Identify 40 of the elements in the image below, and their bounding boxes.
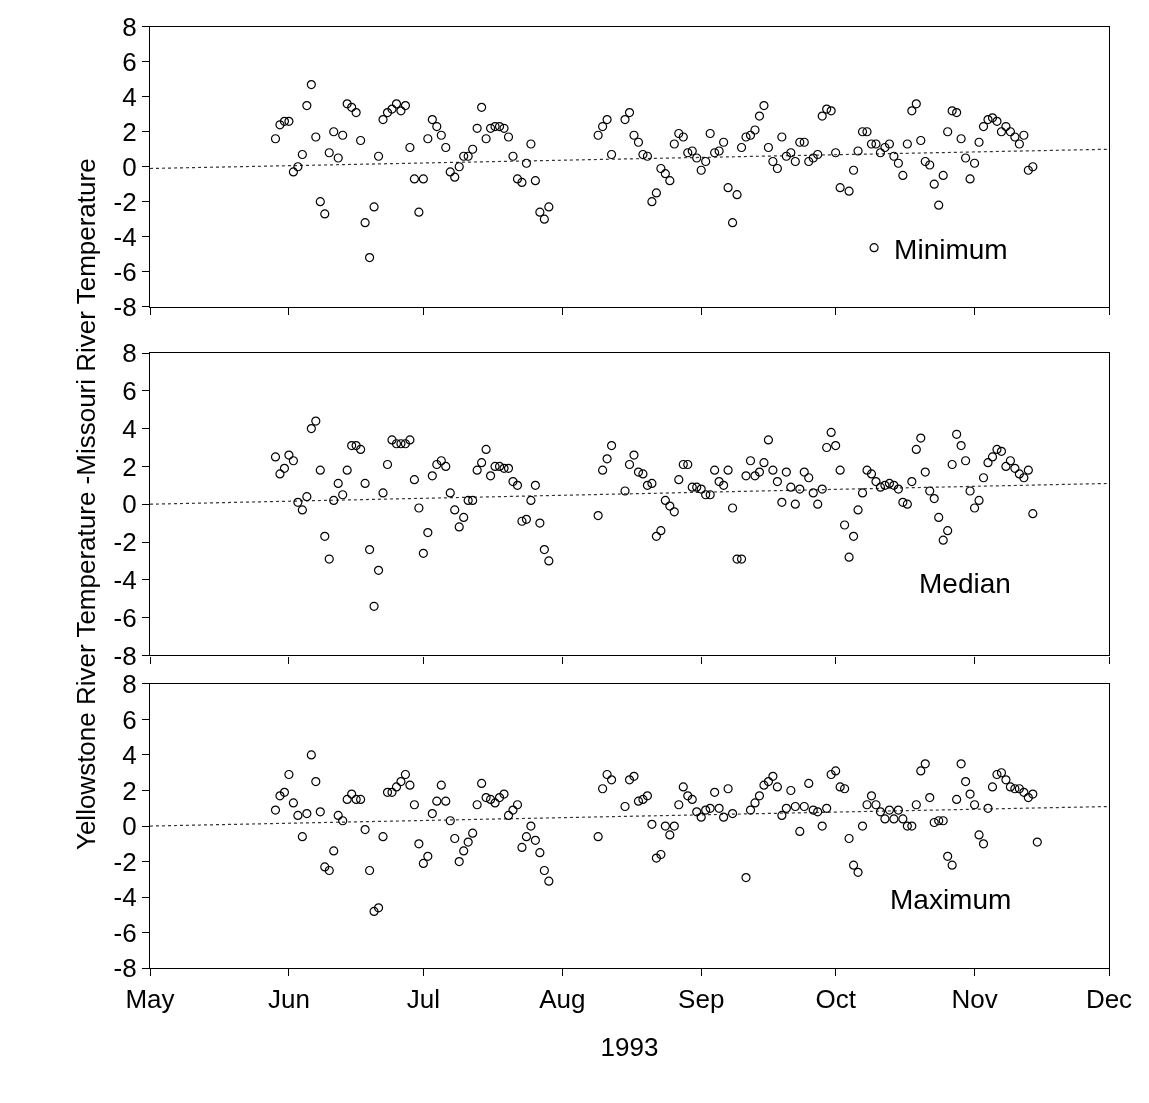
y-tick-label: -8 — [113, 291, 137, 322]
y-tick-label: 6 — [122, 46, 137, 77]
y-tick-label: 8 — [122, 338, 137, 369]
y-tick-label: -6 — [113, 602, 137, 633]
y-tick-label: -2 — [113, 846, 137, 877]
x-tick-label: Jul — [406, 983, 440, 1014]
y-tick-label: -8 — [113, 953, 137, 984]
y-tick-label: -4 — [113, 221, 137, 252]
x-tick-label: Aug — [539, 983, 586, 1014]
y-tick-label: 6 — [122, 704, 137, 735]
x-tick-label: Nov — [951, 983, 998, 1014]
y-tick-label: 2 — [122, 451, 137, 482]
annotation: Median — [919, 568, 1011, 599]
annotation: Maximum — [890, 884, 1012, 915]
y-tick-label: 0 — [122, 151, 137, 182]
y-axis-title: Yellowstone River Temperature -Missouri River Temperature — [70, 158, 101, 851]
y-tick-label: -2 — [113, 186, 137, 217]
y-tick-label: 4 — [122, 740, 137, 771]
y-tick-label: 6 — [122, 375, 137, 406]
y-tick-label: 4 — [122, 81, 137, 112]
y-tick-label: -6 — [113, 917, 137, 948]
y-tick-label: -2 — [113, 527, 137, 558]
x-tick-label: Dec — [1085, 983, 1133, 1014]
y-tick-label: 8 — [122, 12, 137, 42]
y-tick-label: 8 — [122, 668, 137, 699]
legend-label: Minimum — [894, 233, 1008, 265]
x-axis-title: 1993 — [600, 1032, 659, 1063]
y-tick-label: -8 — [113, 640, 137, 671]
x-tick-label: Oct — [815, 983, 857, 1014]
y-tick-label: 0 — [122, 811, 137, 842]
y-tick-label: -6 — [113, 256, 137, 287]
y-tick-label: 0 — [122, 489, 137, 520]
y-tick-label: -4 — [113, 564, 137, 595]
y-tick-label: 4 — [122, 413, 137, 444]
x-tick-label: May — [125, 983, 175, 1014]
x-tick-label: Sep — [678, 983, 725, 1014]
y-tick-label: 2 — [122, 116, 137, 147]
y-tick-label: 2 — [122, 775, 137, 806]
x-tick-label: Jun — [267, 983, 310, 1014]
y-tick-label: -4 — [113, 882, 137, 913]
